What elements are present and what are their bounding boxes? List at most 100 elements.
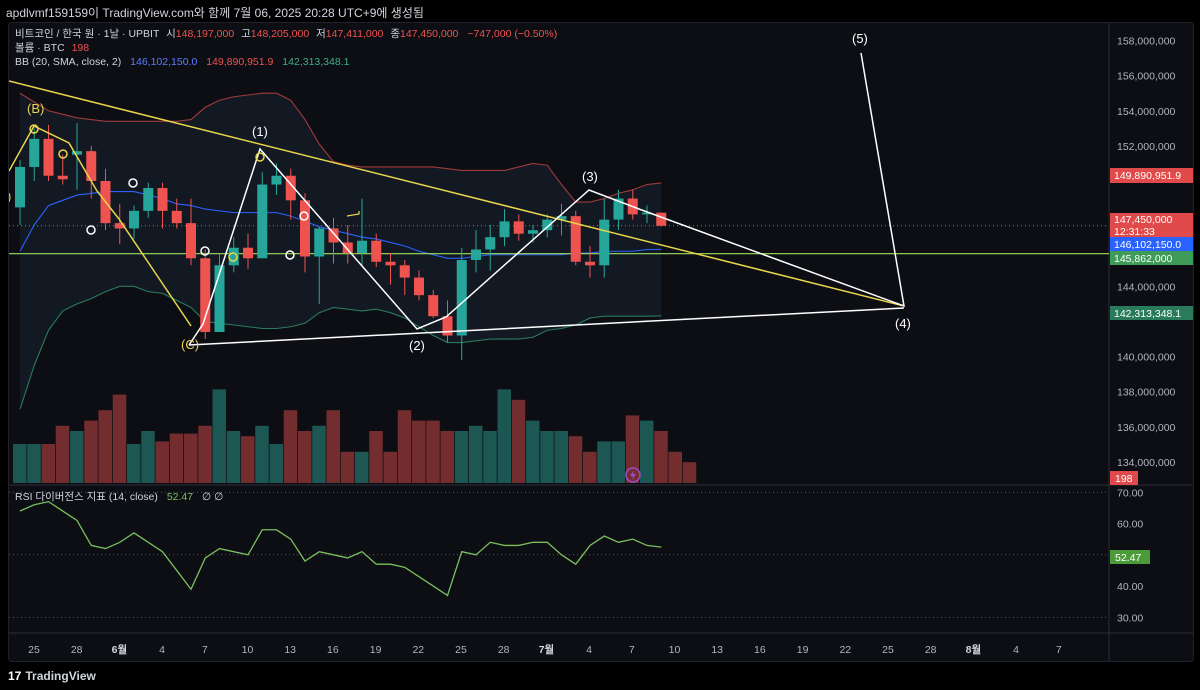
legend-rsi-label: RSI 다이버전스 지표 (14, close): [15, 491, 158, 503]
candle-body: [371, 240, 382, 262]
price-tick-label: 156,000,000: [1117, 71, 1176, 83]
time-tick-label: 8월: [966, 643, 982, 656]
tv-logo-icon: 17: [8, 669, 22, 683]
badge-rsi: 52.47: [1115, 552, 1141, 564]
tradingview-logo[interactable]: 17 TradingView: [8, 669, 96, 683]
time-tick-label: 19: [797, 644, 809, 656]
candle-body: [342, 242, 353, 253]
rsi-line: [19, 500, 662, 597]
candle-body: [72, 151, 82, 155]
candle-body: [570, 216, 581, 262]
volume-bar: [269, 444, 283, 483]
price-tick-label: 154,000,000: [1117, 106, 1176, 118]
volume-bar: [55, 425, 70, 483]
price-tick-label: 138,000,000: [1117, 387, 1176, 399]
legend-bb-upper: 149,890,951.9: [206, 56, 273, 68]
price-tick-label: 144,000,000: [1117, 281, 1176, 293]
badge-green-line: 145,862,000: [1114, 253, 1173, 265]
time-tick-label: 7: [629, 644, 635, 656]
volume-bars: [13, 389, 697, 483]
rsi-tick-label: 60.00: [1117, 519, 1143, 531]
candle-body: [228, 247, 239, 266]
time-tick-label: 7: [202, 644, 208, 656]
bb-lower-line: [19, 285, 662, 410]
time-tick-label: 4: [1013, 644, 1019, 656]
candle-body: [556, 216, 567, 220]
candle-body: [656, 212, 667, 226]
volume-bar: [511, 399, 526, 483]
candle-body: [471, 249, 481, 261]
candle-body: [414, 277, 424, 296]
volume-bar: [568, 436, 583, 483]
time-tick-label: 25: [28, 644, 40, 656]
candle-body: [528, 230, 538, 234]
chart-frame[interactable]: 158,000,000 156,000,000 154,000,000 152,000…: [8, 22, 1194, 662]
candle-body: [485, 237, 496, 250]
candle-body: [328, 228, 339, 243]
candle-body: [271, 175, 282, 185]
candle-body: [385, 261, 396, 266]
time-tick-label: 6월: [112, 643, 128, 656]
screenshot-header: apdlvmf159159이 TradingView.com와 함께 7월 06…: [0, 0, 1200, 22]
volume-bar: [597, 441, 611, 483]
wave-label-5: (5): [852, 31, 868, 46]
rsi-tick-label: 40.00: [1117, 581, 1143, 593]
wave-label-2: (2): [409, 338, 425, 353]
time-tick-label: 28: [498, 644, 510, 656]
candle-body: [243, 247, 253, 259]
pivot-marker: [86, 225, 96, 235]
volume-bar: [169, 433, 184, 483]
pivot-marker: [299, 211, 309, 221]
volume-bar: [70, 431, 84, 483]
chart-svg[interactable]: 158,000,000 156,000,000 154,000,000 152,000…: [9, 23, 1193, 661]
volume-bar: [640, 420, 654, 483]
volume-bar: [583, 451, 597, 483]
drawings[interactable]: [9, 52, 905, 346]
candle-body: [129, 210, 139, 229]
volume-bar: [355, 451, 369, 483]
candle-body: [513, 221, 524, 234]
candle-body: [257, 184, 268, 259]
volume-bar: [312, 425, 326, 483]
footer: 17 TradingView: [0, 662, 1200, 690]
volume-bar: [668, 451, 682, 483]
time-tick-label: 16: [754, 644, 766, 656]
time-tick-label: 25: [882, 644, 894, 656]
legend-o-value: 148,197,000: [176, 28, 235, 40]
volume-bar: [383, 451, 397, 483]
volume-bar: [412, 420, 426, 483]
bb-fill-area: [20, 93, 662, 410]
volume-bar: [298, 431, 312, 483]
candle-body: [456, 260, 467, 336]
price-tick-label: 134,000,000: [1117, 457, 1176, 469]
volume-bar: [454, 431, 469, 483]
volume-bar: [540, 431, 554, 483]
price-tick-label: 136,000,000: [1117, 422, 1176, 434]
legend-rsi-extra: ∅ ∅: [202, 491, 223, 503]
bb-upper-line: [19, 92, 662, 203]
pivot-marker: [285, 250, 295, 260]
legend-symbol: 비트코인 / 한국 원 · 1날 · UPBIT: [15, 28, 160, 40]
candle-body: [285, 175, 296, 201]
volume-bar: [483, 431, 497, 483]
volume-bar: [440, 431, 454, 483]
time-tick-label: 10: [669, 644, 681, 656]
time-tick-label: 4: [586, 644, 592, 656]
rsi-pane: [9, 491, 1109, 618]
legend-h-label: 고: [241, 28, 251, 40]
volume-bar: [184, 433, 198, 483]
time-tick-label: 25: [455, 644, 467, 656]
badge-countdown: 12:31:33: [1114, 226, 1155, 238]
candle-body: [143, 188, 154, 211]
lightning-icon[interactable]: [625, 467, 641, 483]
rsi-tick-label: 30.00: [1117, 612, 1143, 624]
candle-body: [200, 258, 211, 333]
candles: [15, 123, 667, 361]
time-tick-label: 10: [242, 644, 254, 656]
candle-body: [86, 151, 97, 182]
wave-abc-path: [9, 125, 192, 327]
yellow-mark: [346, 211, 360, 217]
volume-bar: [255, 425, 269, 483]
legend-volume-label: 볼륨 · BTC: [15, 42, 65, 54]
candle-body: [599, 219, 610, 266]
